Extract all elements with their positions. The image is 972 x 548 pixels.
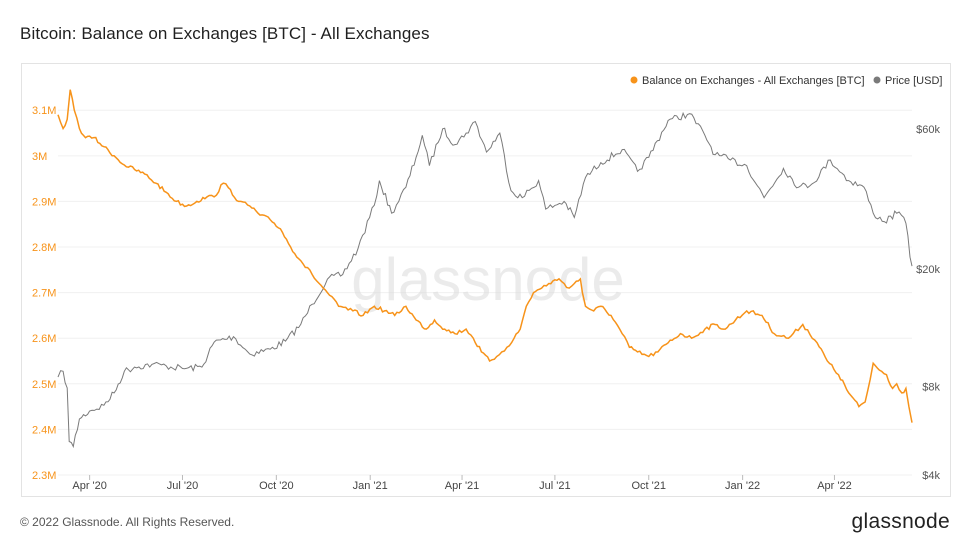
y-left-tick-label: 3.1M: [32, 105, 56, 117]
balance-series-line: [57, 89, 913, 423]
grid: [58, 109, 912, 476]
x-tick-label: Jan '21: [353, 480, 388, 492]
y-left-tick-label: 2.6M: [32, 333, 56, 345]
y-left-tick-label: 2.5M: [32, 379, 56, 391]
y-left-tick-label: 2.9M: [32, 196, 56, 208]
y-left-tick-label: 2.8M: [32, 242, 56, 254]
footer-logo: glassnode: [851, 510, 950, 533]
y-right-tick-label: $8k: [922, 381, 940, 393]
y-left-tick-label: 2.4M: [32, 424, 56, 436]
page-title: Bitcoin: Balance on Exchanges [BTC] - Al…: [20, 24, 430, 43]
watermark: glassnode: [351, 246, 625, 313]
x-tick-label: Jul '21: [539, 480, 570, 492]
x-tick-label: Apr '20: [72, 480, 107, 492]
x-tick-label: Oct '20: [259, 480, 294, 492]
x-tick-label: Jul '20: [167, 480, 198, 492]
left-axis: 2.3M 2.4M 2.5M 2.6M 2.7M 2.8M 2.9M 3M 3.1M: [32, 105, 56, 482]
right-axis: $4k $8k $20k $60k: [916, 124, 940, 482]
y-left-tick-label: 2.7M: [32, 288, 56, 300]
legend-swatch-price: [873, 76, 881, 84]
x-tick-label: Apr '22: [817, 480, 852, 492]
x-axis: Apr '20 Jul '20 Oct '20 Jan '21 Apr '21 Jul '…: [72, 475, 852, 492]
y-right-tick-label: $4k: [922, 470, 940, 482]
price-series-line: [57, 111, 913, 449]
legend: Balance on Exchanges - All Exchanges [BT…: [630, 75, 942, 87]
y-left-tick-label: 2.3M: [32, 470, 56, 482]
x-tick-label: Jan '22: [725, 480, 760, 492]
x-tick-label: Oct '21: [632, 480, 667, 492]
y-right-tick-label: $20k: [916, 264, 940, 276]
y-left-tick-label: 3M: [32, 151, 47, 163]
legend-label-balance: Balance on Exchanges - All Exchanges [BT…: [642, 75, 865, 87]
legend-swatch-balance: [630, 76, 638, 84]
chart-frame: [21, 63, 951, 497]
y-right-tick-label: $60k: [916, 124, 940, 136]
legend-label-price: Price [USD]: [885, 75, 942, 87]
footer-copyright: © 2022 Glassnode. All Rights Reserved.: [20, 515, 235, 529]
x-tick-label: Apr '21: [445, 480, 480, 492]
